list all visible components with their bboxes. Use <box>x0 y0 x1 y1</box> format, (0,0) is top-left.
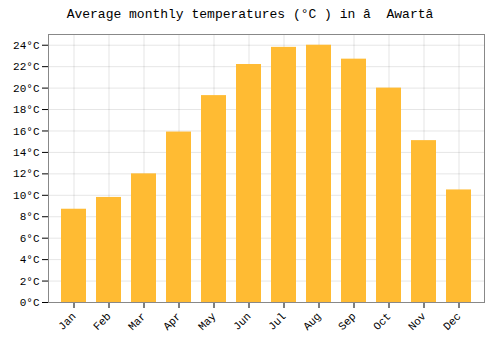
svg-text:24°C: 24°C <box>13 40 40 52</box>
svg-text:Apr: Apr <box>161 310 183 332</box>
svg-text:Jul: Jul <box>266 310 288 332</box>
html-text:Average monthly temperatures (: Average monthly temperatures (°C ) in â … <box>66 7 434 22</box>
svg-text:Mar: Mar <box>126 310 148 332</box>
svg-text:Aug: Aug <box>301 310 323 332</box>
svg-text:Feb: Feb <box>91 310 113 332</box>
svg-text:10°C: 10°C <box>13 190 40 202</box>
svg-text:Dec: Dec <box>441 310 463 332</box>
svg-text:May: May <box>196 310 219 333</box>
svg-text:18°C: 18°C <box>13 104 40 116</box>
svg-text:14°C: 14°C <box>13 147 40 159</box>
svg-text:8°C: 8°C <box>20 211 40 223</box>
svg-text:12°C: 12°C <box>13 168 40 180</box>
svg-text:6°C: 6°C <box>20 233 40 245</box>
svg-text:Jun: Jun <box>231 310 253 332</box>
svg-text:0°C: 0°C <box>20 297 40 309</box>
svg-text:16°C: 16°C <box>13 126 40 138</box>
svg-text:22°C: 22°C <box>13 61 40 73</box>
svg-text:Sep: Sep <box>336 310 358 332</box>
svg-text:Oct: Oct <box>371 310 393 332</box>
svg-text:4°C: 4°C <box>20 254 40 266</box>
svg-text:Nov: Nov <box>406 310 429 333</box>
svg-text:20°C: 20°C <box>13 83 40 95</box>
svg-text:2°C: 2°C <box>20 276 40 288</box>
svg-text:Jan: Jan <box>56 310 78 332</box>
